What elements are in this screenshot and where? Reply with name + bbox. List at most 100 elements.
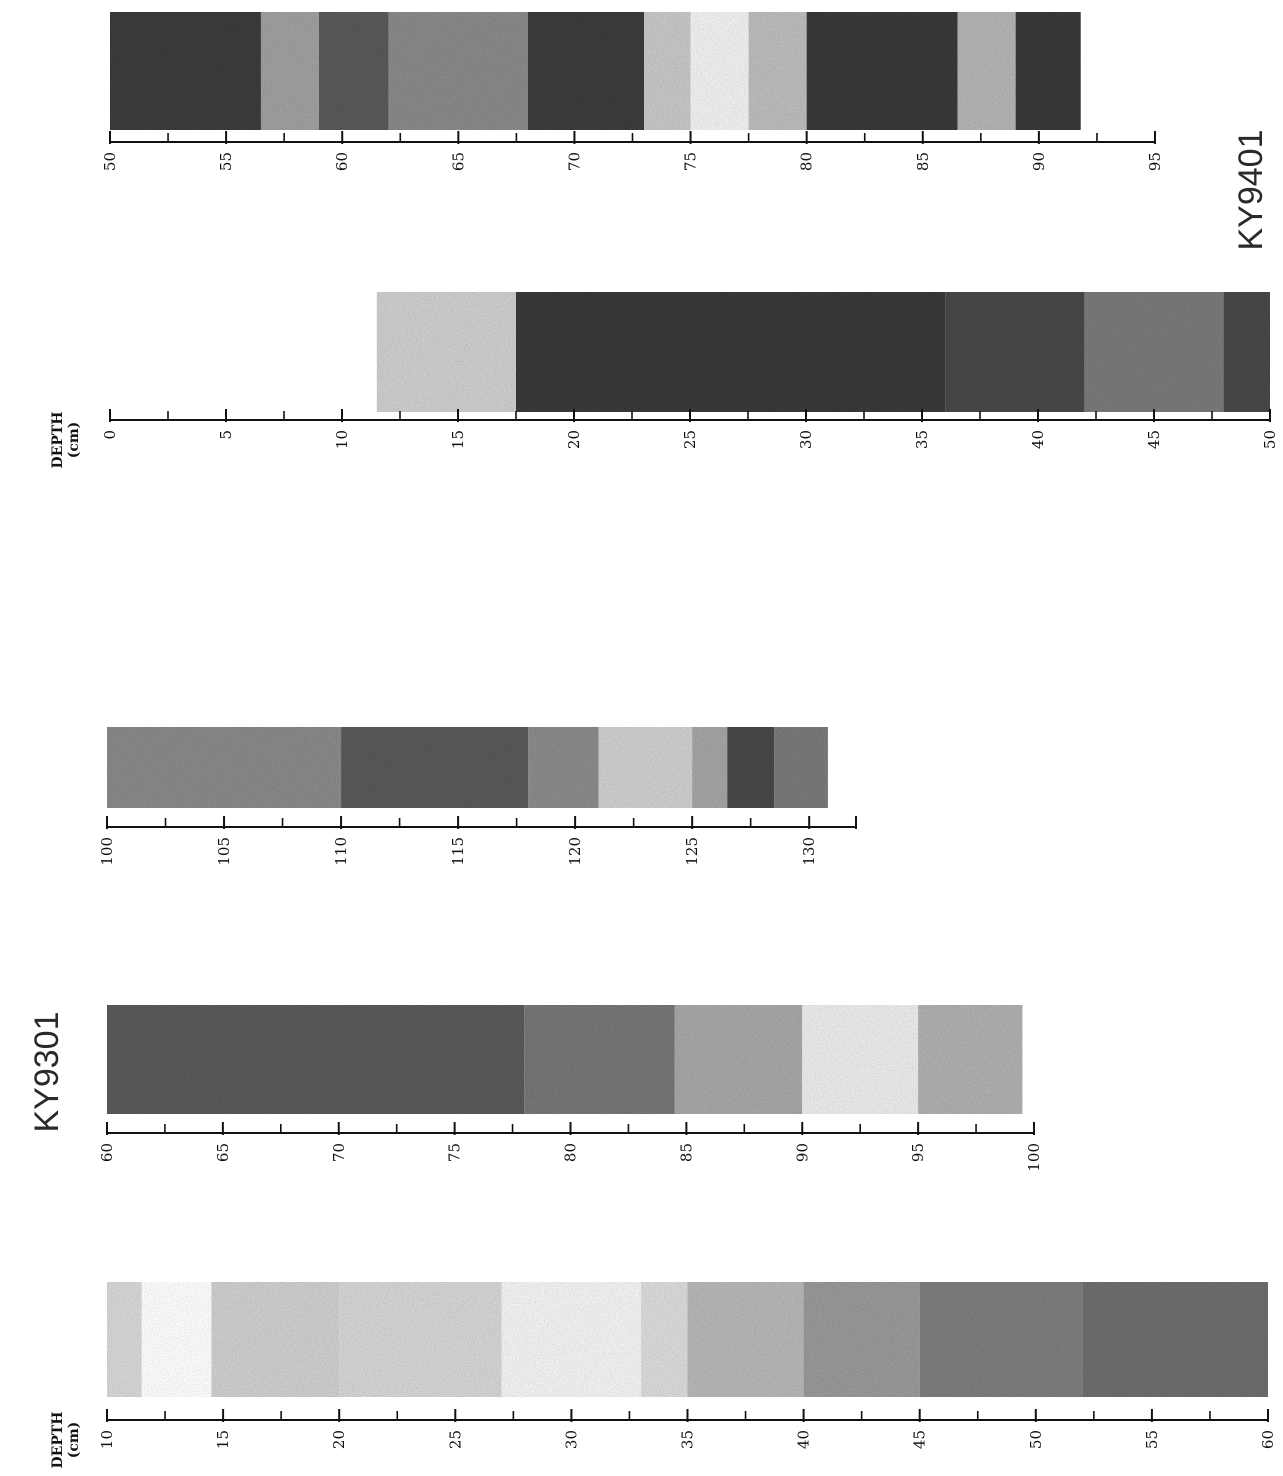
axis-title-ky9301: DEPTH (cm)	[50, 1412, 82, 1469]
core-band	[528, 727, 599, 808]
tick-label: 50	[1027, 1430, 1045, 1449]
tick-label: 80	[562, 1143, 580, 1162]
core-band	[376, 292, 516, 412]
tick-label: 130	[800, 837, 818, 866]
tick-label: 40	[795, 1430, 813, 1449]
core-segment-ky9401-50-95: 50 55 60 65 70 75 80 85 90 95	[101, 12, 1164, 171]
core-band	[141, 1282, 212, 1397]
core-band	[803, 1282, 920, 1397]
tick-label: 60	[333, 152, 351, 171]
tick-label: 50	[101, 152, 119, 171]
tick-label: 120	[566, 837, 584, 866]
core-band	[107, 727, 342, 808]
core-band	[1223, 292, 1270, 412]
tick-label: 35	[913, 430, 931, 449]
core-band	[516, 292, 946, 412]
tick-label: 30	[797, 430, 815, 449]
core-band	[945, 292, 1085, 412]
core-band	[674, 1005, 803, 1114]
tick-label: 55	[1143, 1430, 1161, 1449]
core-segment-ky9301-100-132: 100 105 110 115 120 125 130	[98, 727, 857, 866]
tick-label: 75	[682, 152, 700, 171]
core-band	[524, 1005, 675, 1114]
core-band	[806, 12, 958, 130]
tick-label: 110	[332, 837, 350, 866]
tick-label: 90	[793, 1143, 811, 1162]
tick-label: 60	[98, 1143, 116, 1162]
axis-title-text: DEPTH	[50, 412, 66, 469]
core-label-ky9401: KY9401	[1232, 130, 1270, 251]
tick-label: 125	[683, 837, 701, 866]
core-band	[110, 12, 261, 130]
tick-label: 20	[330, 1430, 348, 1449]
tick-label: 65	[449, 152, 467, 171]
axis-unit-text: (cm)	[66, 422, 82, 459]
tick-label: 100	[1025, 1143, 1043, 1172]
core-band	[918, 1005, 1023, 1114]
tick-label: 60	[1259, 1430, 1277, 1449]
core-band	[501, 1282, 642, 1397]
core-band	[339, 1282, 502, 1397]
core-photo-strip	[107, 727, 828, 808]
tick-label: 10	[98, 1430, 116, 1449]
core-band	[727, 727, 775, 808]
core-segment-ky9301-60-100: 60 65 70 75 80 85 90 95 100	[98, 1005, 1043, 1172]
core-label-ky9301: KY9301	[28, 1012, 66, 1133]
tick-label: 80	[798, 152, 816, 171]
tick-label: 115	[449, 837, 467, 866]
core-band	[1015, 12, 1081, 130]
core-band	[692, 727, 728, 808]
core-photo-strip	[107, 1282, 1268, 1397]
core-photo-strip	[376, 292, 1270, 412]
tick-label: 75	[446, 1143, 464, 1162]
core-band	[528, 12, 645, 130]
tick-label: 105	[215, 837, 233, 866]
tick-label: 15	[214, 1430, 232, 1449]
core-band	[107, 1005, 525, 1114]
tick-label: 40	[1029, 430, 1047, 449]
core-band	[690, 12, 749, 130]
tick-label: 55	[217, 152, 235, 171]
core-segment-ky9301-10-60: 10 15 20 25 30 35 40 45 50 55 60	[98, 1282, 1277, 1449]
axis-title-ky9401: DEPTH (cm)	[50, 412, 82, 469]
core-band	[388, 12, 528, 130]
core-segment-ky9401-0-50: 0 5 10 15 20 25 30 35 40 45 50	[101, 292, 1279, 449]
tick-label: 85	[914, 152, 932, 171]
core-band	[319, 12, 389, 130]
core-band	[644, 12, 691, 130]
tick-label: 50	[1261, 430, 1279, 449]
tick-label: 65	[214, 1143, 232, 1162]
core-band	[1084, 292, 1224, 412]
core-band	[1082, 1282, 1268, 1397]
axis-unit-text: (cm)	[66, 1422, 82, 1459]
tick-label: 45	[911, 1430, 929, 1449]
tick-label: 100	[98, 837, 116, 866]
tick-label: 70	[330, 1143, 348, 1162]
tick-label: 85	[677, 1143, 695, 1162]
core-band	[598, 727, 693, 808]
tick-label: 70	[565, 152, 583, 171]
core-photo-strip	[107, 1005, 1023, 1114]
core-band	[211, 1282, 340, 1397]
core-band	[748, 12, 807, 130]
core-band	[802, 1005, 919, 1114]
tick-label: 30	[562, 1430, 580, 1449]
tick-label: 35	[679, 1430, 697, 1449]
tick-label: 0	[101, 430, 119, 440]
axis-title-text: DEPTH	[50, 1412, 66, 1469]
core-band	[260, 12, 319, 130]
core-photo-strip	[110, 12, 1081, 130]
core-band	[774, 727, 828, 808]
tick-label: 95	[1146, 152, 1164, 171]
core-band	[107, 1282, 142, 1397]
tick-label: 25	[681, 430, 699, 449]
core-band	[641, 1282, 688, 1397]
tick-label: 95	[909, 1143, 927, 1162]
tick-label: 10	[333, 430, 351, 449]
tick-label: 20	[565, 430, 583, 449]
core-band	[687, 1282, 804, 1397]
tick-label: 90	[1030, 152, 1048, 171]
tick-label: 45	[1145, 430, 1163, 449]
core-band	[957, 12, 1016, 130]
